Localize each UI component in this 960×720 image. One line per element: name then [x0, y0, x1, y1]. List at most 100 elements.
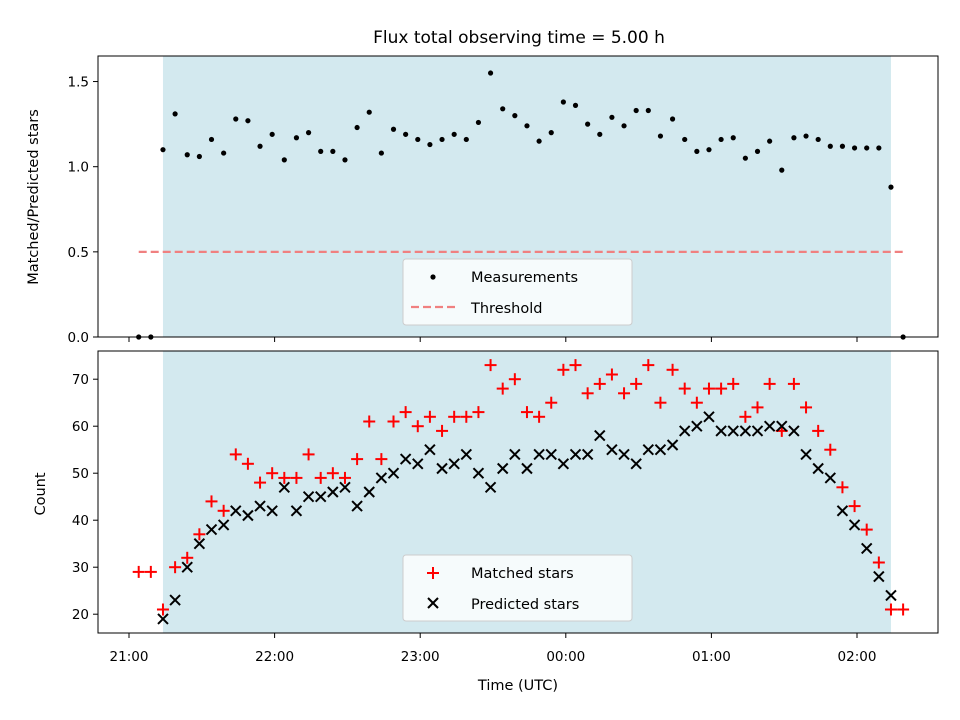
matched-star-point	[884, 603, 897, 616]
predicted-star-point	[703, 411, 715, 423]
x-tick-label: 02:00	[838, 649, 877, 665]
predicted-star-point	[788, 425, 800, 437]
predicted-star-point	[666, 439, 679, 451]
matched-star-point	[144, 565, 157, 578]
measurement-point	[475, 119, 482, 126]
matched-star-point	[787, 377, 800, 390]
matched-star-point	[254, 476, 267, 489]
predicted-star-point	[193, 537, 206, 550]
measurement-point	[487, 70, 494, 76]
ratio-plot-frame	[97, 55, 939, 338]
measurement-point	[779, 167, 785, 173]
legend-predicted-marker	[427, 597, 439, 609]
predicted-star-point	[412, 458, 424, 470]
predicted-star-point	[327, 486, 339, 498]
measurement-point	[572, 102, 579, 108]
matched-star-point	[654, 396, 667, 409]
matched-star-point	[290, 471, 303, 484]
count-panel: 20 30 40 50 60 70 21:00 22:00 23:00 00:00 01:00 02…	[33, 350, 939, 694]
ratio-y-axis: 0.0 0.5 1.0 1.5	[68, 75, 98, 346]
measurement-point	[439, 136, 445, 143]
matched-star-point	[411, 420, 424, 433]
predicted-star-point	[242, 509, 254, 522]
ratio-ytick-label: 0.0	[68, 330, 89, 346]
matched-star-point	[739, 410, 752, 423]
chart-title: Flux total observing time = 5.00 h	[373, 28, 665, 48]
legend-matched-label: Matched stars	[471, 566, 574, 582]
matched-star-point	[824, 443, 837, 456]
matched-star-point	[314, 471, 327, 484]
matched-star-point	[302, 448, 315, 461]
matched-star-point	[169, 561, 182, 574]
ratio-legend: Measurements Threshold	[402, 258, 633, 326]
matched-star-point	[715, 382, 728, 395]
count-x-axis: 21:00 22:00 23:00 00:00 01:00 02:00	[110, 633, 877, 665]
predicted-star-point	[290, 505, 303, 517]
count-legend: Matched stars Predicted stars	[402, 554, 633, 622]
matched-star-point	[436, 424, 449, 437]
count-ytick-label: 40	[72, 513, 89, 529]
matched-star-point	[836, 481, 849, 494]
matched-star-point	[763, 377, 776, 390]
measurement-point	[463, 136, 469, 143]
predicted-star-point	[363, 486, 375, 498]
measurement-point	[560, 99, 566, 105]
predicted-star-point	[763, 420, 776, 432]
x-axis-label: Time (UTC)	[477, 678, 558, 694]
x-tick-label: 21:00	[110, 649, 149, 665]
measurement-point	[305, 130, 312, 136]
count-ytick-label: 50	[72, 466, 89, 482]
matched-star-point	[266, 467, 279, 480]
measurement-point	[293, 135, 300, 141]
x-tick-label: 22:00	[255, 649, 294, 665]
measurement-point	[221, 150, 227, 156]
count-ytick-label: 70	[72, 372, 89, 388]
measurement-point	[815, 136, 821, 143]
predicted-star-point	[436, 462, 448, 475]
predicted-star-point	[533, 448, 545, 461]
matched-star-point	[351, 453, 364, 466]
predicted-star-point	[885, 589, 897, 602]
ratio-panel: 0.0 0.5 1.0 1.5 Matched/Predicted stars Mea…	[26, 55, 939, 346]
measurement-point	[597, 131, 603, 137]
predicted-star-point	[848, 519, 861, 531]
x-tick-label: 23:00	[401, 649, 440, 665]
predicted-star-point	[691, 420, 703, 432]
measurement-point	[609, 114, 615, 120]
matched-star-point	[520, 406, 533, 419]
matched-star-point	[800, 401, 813, 414]
predicted-star-point	[606, 443, 618, 456]
predicted-star-point	[205, 523, 218, 536]
matched-star-point	[569, 359, 582, 372]
measurement-point	[694, 148, 700, 154]
matched-star-point	[460, 410, 473, 423]
measurement-point	[669, 116, 676, 122]
predicted-star-point	[715, 425, 727, 437]
matched-star-point	[678, 382, 691, 395]
matched-star-point	[533, 410, 546, 423]
matched-star-point	[338, 471, 351, 484]
measurement-point	[585, 121, 591, 127]
measurement-point	[876, 145, 882, 151]
measurement-point	[888, 184, 894, 190]
matched-star-point	[156, 603, 169, 616]
count-legend-box	[402, 554, 633, 622]
matched-star-point	[181, 551, 194, 564]
matched-star-point	[702, 382, 715, 395]
matched-star-point	[727, 377, 740, 390]
matched-star-point	[690, 396, 703, 409]
count-plot-frame	[97, 350, 939, 634]
measurement-point	[633, 107, 639, 114]
predicted-star-point	[217, 519, 230, 531]
matched-star-point	[545, 396, 558, 409]
predicted-star-point	[678, 425, 691, 437]
measurement-point	[682, 136, 688, 143]
predicted-star-point	[751, 425, 764, 437]
measurement-point	[864, 145, 870, 151]
predicted-star-point	[181, 561, 193, 573]
measurement-point	[839, 143, 846, 149]
measurement-point	[366, 109, 372, 115]
measurement-point	[378, 150, 384, 156]
matched-star-point	[897, 603, 910, 616]
legend-measurements-marker	[430, 274, 436, 280]
